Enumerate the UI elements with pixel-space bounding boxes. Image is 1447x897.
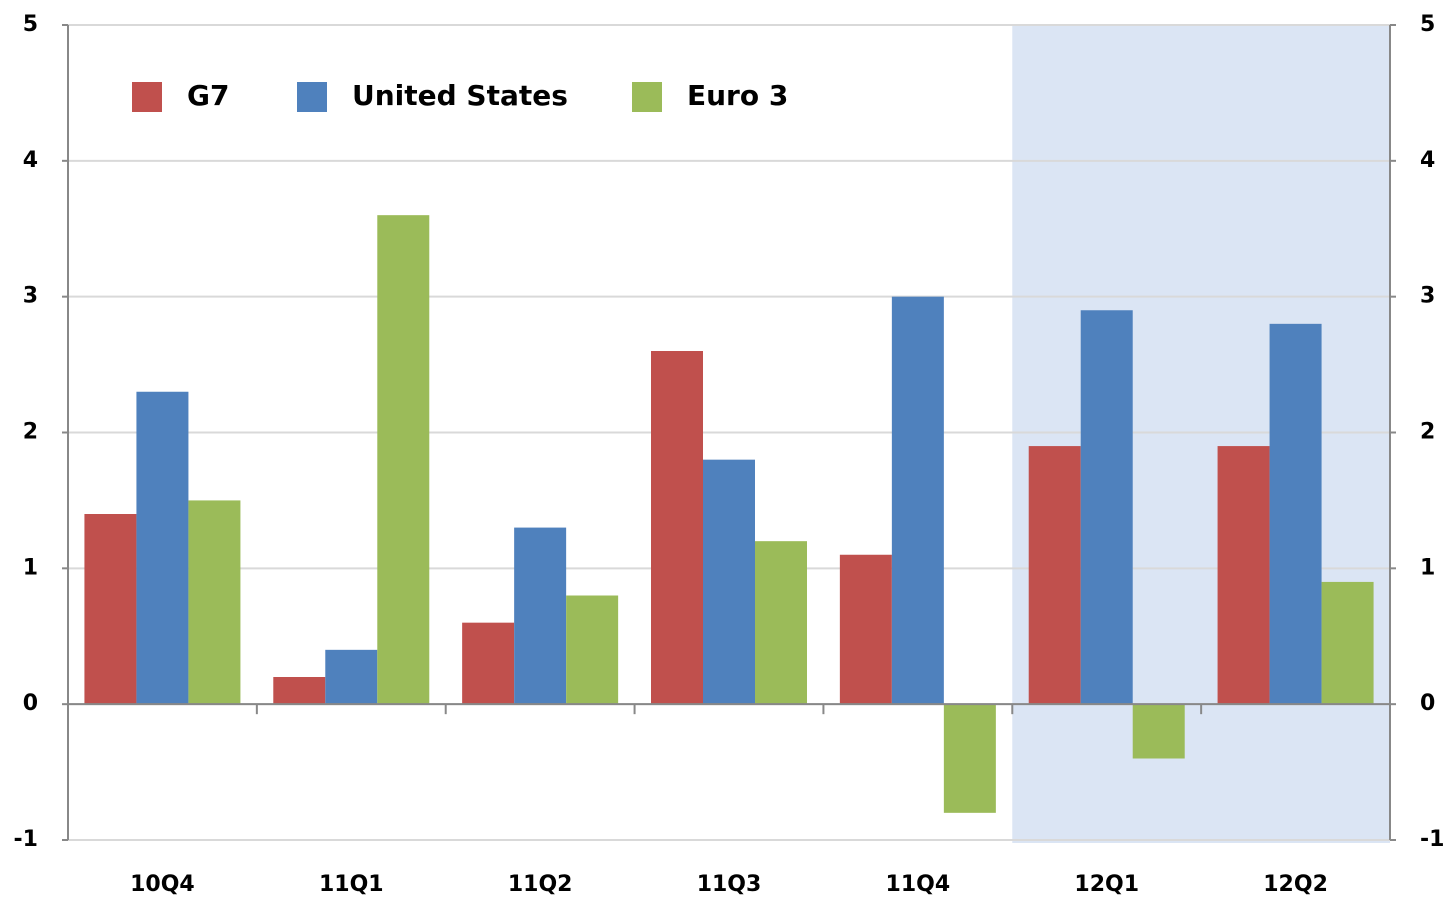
x-tick-label: 12Q1 — [1074, 872, 1139, 897]
y-tick-label: -1 — [14, 827, 38, 852]
legend-label: G7 — [187, 79, 229, 112]
x-tick-label: 11Q1 — [319, 872, 384, 897]
y-tick-label: 2 — [23, 420, 38, 445]
bar — [1080, 310, 1133, 705]
y-tick-label: 4 — [23, 148, 38, 173]
y-tick-label: 5 — [23, 12, 38, 37]
bar — [1269, 323, 1322, 705]
x-tick-label: 11Q4 — [886, 872, 951, 897]
bar — [943, 704, 996, 813]
x-tick-label: 11Q2 — [508, 872, 573, 897]
legend-label: Euro 3 — [687, 79, 788, 112]
bar — [1132, 704, 1185, 759]
legend-swatch — [632, 82, 662, 112]
y2-tick-label: 1 — [1420, 555, 1435, 580]
forecast-shading — [1012, 25, 1390, 843]
bar — [377, 215, 430, 705]
bar — [891, 296, 944, 705]
bar — [462, 622, 515, 705]
bar — [1321, 581, 1374, 705]
x-tick-label: 10Q4 — [130, 872, 195, 897]
legend-swatch — [132, 82, 162, 112]
y2-tick-label: 3 — [1420, 284, 1435, 309]
y-tick-label: 0 — [23, 691, 38, 716]
bar — [755, 541, 807, 705]
bar — [188, 500, 241, 705]
bar — [325, 649, 378, 705]
y-tick-label: 3 — [23, 284, 38, 309]
y-tick-label: 1 — [23, 555, 38, 580]
bar — [1028, 446, 1081, 705]
y2-tick-label: 2 — [1420, 420, 1435, 445]
y2-tick-label: 5 — [1420, 12, 1435, 37]
bar — [703, 459, 755, 705]
x-tick-label: 12Q2 — [1263, 872, 1328, 897]
y2-tick-label: 4 — [1420, 148, 1435, 173]
bar — [136, 391, 189, 705]
bar — [84, 514, 137, 705]
bar — [1217, 446, 1270, 705]
y2-tick-label: -1 — [1420, 827, 1444, 852]
legend-swatch — [297, 82, 327, 112]
bar — [566, 595, 619, 705]
bar — [839, 554, 892, 705]
legend-label: United States — [352, 79, 568, 112]
bar — [273, 677, 326, 705]
x-tick-label: 11Q3 — [697, 872, 762, 897]
bar — [514, 527, 567, 705]
bar — [651, 351, 703, 705]
y2-tick-label: 0 — [1420, 691, 1435, 716]
